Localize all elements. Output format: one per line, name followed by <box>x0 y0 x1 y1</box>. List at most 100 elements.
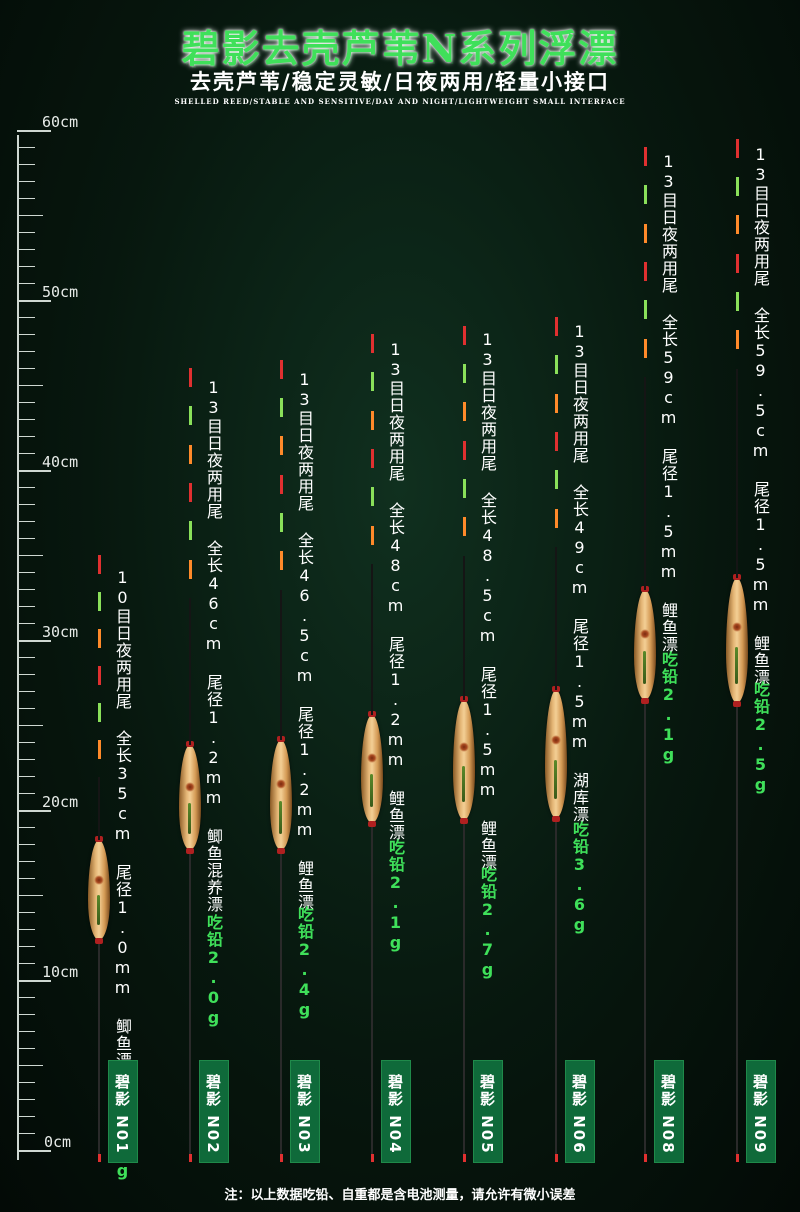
float-antenna-segment <box>736 158 739 175</box>
ruler-label: 10cm <box>42 963 79 981</box>
float-collar <box>368 821 376 827</box>
float-antenna-segment <box>189 541 192 558</box>
float-antenna-segment <box>280 494 283 511</box>
float-logo-mark <box>732 621 742 632</box>
float-antenna-segment <box>644 358 647 375</box>
float-code: N03 <box>295 1108 313 1155</box>
float-body <box>726 578 748 703</box>
float-stem-end <box>735 1154 739 1162</box>
ruler-tick <box>17 623 35 624</box>
float-brand: 碧影 <box>386 1074 404 1109</box>
float-antenna-segment <box>280 570 283 587</box>
float-collar <box>186 848 194 854</box>
footnote: 注：以上数据吃铅、自重都是含电池测量，请允许有微小误差 <box>224 1188 576 1203</box>
ruler-tick <box>17 538 35 539</box>
float-upper-stem <box>189 598 191 745</box>
ruler-tick <box>17 470 51 472</box>
float-antenna-segment <box>644 281 647 298</box>
float-antenna-segment <box>371 545 374 562</box>
float-lead-value: 吃铅2.1g <box>659 651 678 766</box>
ruler-label: 20cm <box>42 793 79 811</box>
float-upper-stem <box>644 377 646 590</box>
float-code: N08 <box>659 1108 677 1155</box>
float-antenna-segment <box>280 455 283 472</box>
float-antenna-segment <box>555 375 558 392</box>
float-stem-end <box>554 1154 558 1162</box>
float-lead-value: 吃铅2.4g <box>295 905 314 1020</box>
float-model-badge: 碧影 N03 <box>290 1060 320 1163</box>
ruler-tick <box>17 385 43 386</box>
float-antenna-segment <box>736 196 739 213</box>
float-logo-mark <box>94 875 104 885</box>
ruler: 60cm 50cm 40cm 30cm 20cm 10cm 0cm <box>0 0 90 1212</box>
float-upper-stem <box>736 368 738 578</box>
float-stem <box>371 823 373 1156</box>
ruler-tick <box>17 929 35 930</box>
float-body <box>634 590 656 700</box>
float-antenna-segment <box>644 205 647 222</box>
float-antenna-segment <box>555 336 558 353</box>
float-model-badge: 碧影 N01 <box>108 1060 138 1163</box>
float-stem-end <box>188 1154 192 1162</box>
ruler-tick <box>17 776 35 777</box>
float-leaf-decoration <box>735 646 738 685</box>
float-collar <box>641 698 649 704</box>
float-spec: 13目日夜两用尾 全长59.5cm 尾径1.5mm 鲤鱼漂 <box>751 145 770 686</box>
float-leaf-decoration <box>370 774 373 807</box>
ruler-tick <box>17 810 51 812</box>
float-stem <box>189 850 191 1156</box>
ruler-tick <box>17 147 35 148</box>
float-antenna-segment <box>97 555 101 574</box>
float-logo-mark <box>367 752 377 763</box>
ruler-label: 30cm <box>42 623 79 641</box>
float-antenna-segment <box>188 368 192 388</box>
ruler-tick <box>17 827 35 828</box>
ruler-line <box>17 135 19 1160</box>
float-antenna-segment <box>97 592 101 611</box>
float-antenna-segment <box>735 330 739 350</box>
float-lead-weight: 吃铅3.6g <box>570 821 589 936</box>
float-antenna-segment <box>189 579 192 596</box>
float-lead-value: 吃铅2.7g <box>478 865 497 980</box>
float-antenna-segment <box>736 349 739 366</box>
page-subtitle: 去壳芦苇/稳定灵敏/日夜两用/轻量小接口 <box>189 70 610 94</box>
float-antenna-segment <box>97 629 101 648</box>
float-collar <box>277 848 285 854</box>
float-stem-end <box>462 1154 466 1162</box>
float-upper-stem <box>555 547 557 690</box>
ruler-tick <box>17 266 35 267</box>
float-antenna-segment <box>189 426 192 443</box>
ruler-tick <box>17 1065 43 1066</box>
ruler-tick <box>17 249 35 250</box>
float-brand: 碧影 <box>204 1074 222 1109</box>
float-antenna-segment <box>279 512 283 532</box>
float-body <box>179 745 201 850</box>
float-antenna-segment <box>370 487 374 507</box>
float-lead-weight: 吃铅2.5g <box>751 681 770 795</box>
float-antenna-segment <box>463 383 466 400</box>
ruler-tick <box>17 997 35 998</box>
float-leaf-decoration <box>279 800 282 834</box>
float-upper-stem <box>98 777 100 840</box>
float-collar <box>552 816 560 822</box>
float-model-badge: 碧影 N09 <box>746 1060 776 1163</box>
float-antenna-segment <box>370 449 374 469</box>
float-spec: 13目日夜两用尾 全长59cm 尾径1.5mm 鲤鱼漂 <box>659 152 678 653</box>
ruler-tick <box>17 1014 35 1015</box>
ruler-tick <box>17 1082 35 1083</box>
float-antenna-segment <box>555 413 558 430</box>
float-antenna-segment <box>188 521 192 541</box>
float-antenna-segment <box>554 508 558 528</box>
float-stem-end <box>279 1154 283 1162</box>
float-model-badge: 碧影 N06 <box>565 1060 595 1163</box>
float-collar <box>460 818 468 824</box>
ruler-tick <box>17 912 35 913</box>
ruler-tick <box>17 487 35 488</box>
ruler-tick <box>17 334 35 335</box>
float-lead-value: 吃铅3.6g <box>570 821 589 936</box>
float-leaf-decoration <box>188 802 191 835</box>
ruler-tick <box>17 895 43 896</box>
float-stem <box>644 700 646 1156</box>
float-antenna-segment <box>189 502 192 519</box>
float-brand: 碧影 <box>478 1074 496 1109</box>
